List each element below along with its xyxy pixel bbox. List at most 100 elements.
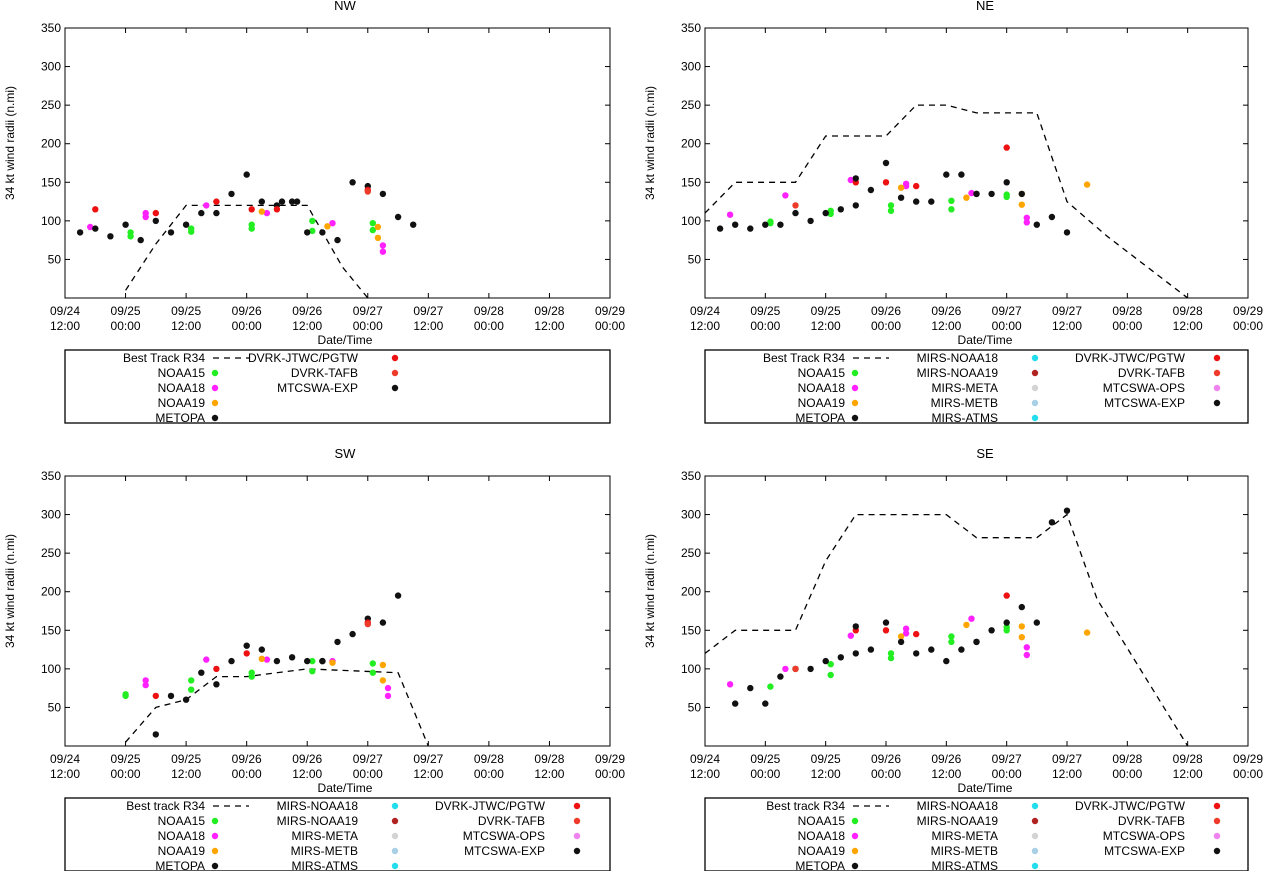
- y-axis-label: 34 kt wind radii (n.mi): [643, 534, 657, 648]
- point-metopa: [928, 646, 935, 653]
- point-metopa: [943, 171, 950, 178]
- legend-label-mtcswa-ops: MTCSWA-OPS: [1103, 829, 1185, 843]
- legend-marker-dvrk-jtwc-pgtw: [1213, 354, 1221, 362]
- point-metopa: [913, 198, 920, 205]
- point-metopa: [988, 627, 995, 634]
- legend-marker-mirs-atms: [1031, 862, 1039, 870]
- legend-label-mirs-meta: MIRS-META: [292, 829, 358, 843]
- legend-marker-dvrk-jtwc-pgtw: [1213, 802, 1221, 810]
- point-dvrk-jtwc-pgtw: [213, 665, 220, 673]
- y-tick-label: 50: [688, 252, 702, 266]
- point-metopa: [897, 638, 905, 646]
- x-tick-label: 00:00: [750, 319, 780, 333]
- legend-label-dvrk-jtwc-pgtw: DVRK-JTWC/PGTW: [1075, 351, 1186, 365]
- legend-frame: [704, 349, 1249, 424]
- point-metopa: [716, 225, 724, 232]
- point-noaa18: [726, 681, 734, 688]
- point-metopa: [1003, 179, 1010, 186]
- point-metopa: [732, 221, 739, 228]
- point-metopa: [167, 229, 175, 236]
- x-tick-label: 09/27: [353, 304, 383, 318]
- x-tick-label: 09/26: [931, 752, 961, 766]
- point-metopa: [349, 630, 356, 638]
- legend-marker-mtcswa-exp: [573, 847, 581, 855]
- x-tick-label: 09/27: [992, 752, 1022, 766]
- point-noaa18: [87, 223, 94, 231]
- legend-label-noaa19: NOAA19: [798, 844, 846, 858]
- point-metopa: [152, 731, 159, 738]
- legend-marker-mtcswa-exp: [1213, 399, 1221, 407]
- x-tick-label: 12:00: [1173, 319, 1203, 333]
- x-tick-label: 09/26: [871, 304, 901, 318]
- x-tick-label: 09/25: [111, 752, 141, 766]
- x-tick-label: 00:00: [871, 319, 901, 333]
- point-noaa19: [1018, 634, 1025, 641]
- legend-label-noaa19: NOAA19: [158, 844, 206, 858]
- legend-marker-metopa: [851, 414, 859, 422]
- point-noaa15: [887, 654, 895, 662]
- point-metopa: [777, 221, 784, 228]
- point-metopa: [762, 221, 769, 228]
- point-metopa: [747, 225, 754, 232]
- plot-area: 5010015020025030035009/2412:0009/2500:00…: [41, 469, 625, 781]
- x-tick-label: 09/24: [50, 752, 80, 766]
- x-tick-label: 00:00: [750, 767, 780, 781]
- x-tick-label: 09/29: [595, 752, 625, 766]
- point-noaa15: [1003, 627, 1010, 634]
- y-tick-label: 200: [41, 137, 61, 151]
- x-tick-label: 12:00: [1052, 767, 1082, 781]
- point-metopa: [747, 684, 754, 692]
- legend-label-mirs-noaa19: MIRS-NOAA19: [917, 366, 999, 380]
- y-tick-label: 300: [41, 60, 61, 74]
- y-tick-label: 100: [41, 662, 61, 676]
- point-dvrk-jtwc-pgtw: [882, 627, 890, 634]
- point-noaa15: [309, 657, 316, 665]
- x-axis-label: Date/Time: [958, 333, 1013, 347]
- point-noaa15: [887, 202, 895, 209]
- x-axis-label: Date/Time: [318, 333, 373, 347]
- point-metopa: [182, 221, 190, 228]
- point-dvrk-jtwc-pgtw: [248, 206, 255, 213]
- point-mtcswa-exp: [852, 623, 859, 630]
- point-metopa: [198, 209, 205, 217]
- point-metopa: [379, 619, 387, 626]
- y-tick-label: 150: [41, 623, 61, 637]
- point-metopa: [882, 159, 890, 167]
- x-tick-label: 09/29: [1233, 752, 1263, 766]
- legend-marker-mirs-meta: [1031, 384, 1039, 392]
- x-tick-label: 09/28: [1112, 752, 1142, 766]
- plot-frame: [704, 475, 1249, 747]
- legend-label-metopa: METOPA: [155, 411, 205, 425]
- x-tick-label: 09/26: [871, 752, 901, 766]
- legend-marker-noaa18: [211, 832, 219, 840]
- point-metopa: [379, 190, 387, 198]
- x-tick-label: 00:00: [474, 767, 504, 781]
- x-tick-label: 12:00: [690, 767, 720, 781]
- legend-label-mtcswa-ops: MTCSWA-OPS: [463, 829, 545, 843]
- point-noaa15: [1003, 193, 1010, 201]
- point-metopa: [122, 221, 129, 228]
- point-noaa15: [369, 660, 376, 667]
- point-noaa18: [847, 176, 854, 184]
- legend-label-mtcswa-exp: MTCSWA-EXP: [464, 844, 545, 858]
- panel-se: SE 34 kt wind radii (n.mi) Date/Time 50 1…: [643, 446, 1263, 871]
- x-tick-label: 00:00: [1233, 767, 1263, 781]
- point-dvrk-jtwc-pgtw: [1003, 592, 1010, 599]
- legend-marker-mirs-meta: [391, 832, 399, 840]
- legend-label-mirs-noaa19: MIRS-NOAA19: [277, 814, 359, 828]
- point-noaa18: [782, 192, 789, 199]
- legend-marker-mtcswa-ops: [1213, 384, 1221, 392]
- y-tick-label: 100: [681, 662, 701, 676]
- legend-label-noaa15: NOAA15: [798, 814, 846, 828]
- y-axis-label: 34 kt wind radii (n.mi): [643, 86, 657, 200]
- x-tick-label: 12:00: [171, 767, 201, 781]
- best-track-line: [704, 513, 1189, 747]
- point-metopa: [867, 186, 875, 194]
- point-metopa: [792, 209, 799, 217]
- plot-frame: [64, 475, 611, 747]
- point-noaa18: [263, 209, 271, 217]
- x-tick-label: 00:00: [871, 767, 901, 781]
- legend-marker-noaa15: [211, 369, 219, 377]
